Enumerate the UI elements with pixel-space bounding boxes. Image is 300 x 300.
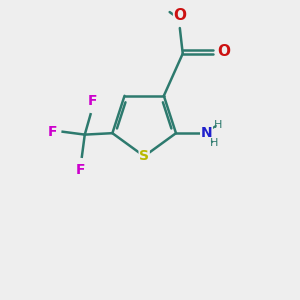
Text: O: O (173, 8, 186, 23)
Text: F: F (47, 125, 57, 139)
Text: O: O (217, 44, 230, 59)
Text: N: N (201, 126, 212, 140)
Text: H: H (210, 138, 218, 148)
Text: F: F (88, 94, 98, 109)
Text: S: S (139, 149, 149, 163)
Text: H: H (214, 120, 222, 130)
Text: F: F (76, 163, 85, 176)
